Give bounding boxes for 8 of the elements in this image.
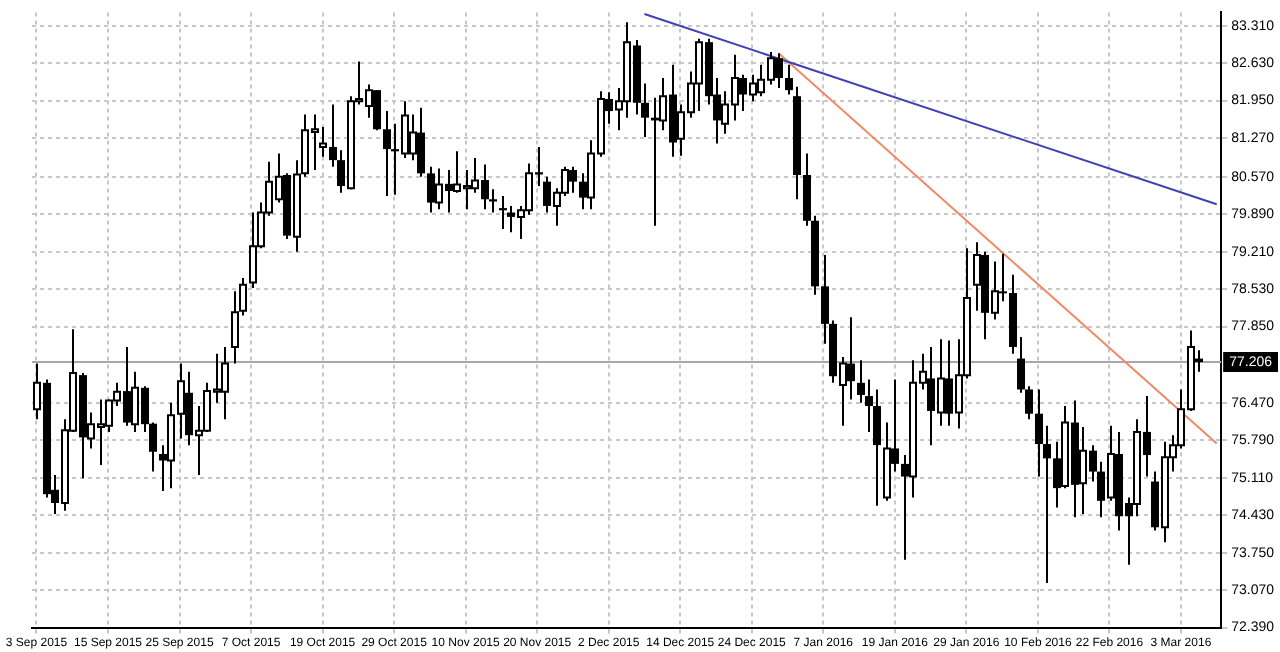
candlestick: [383, 110, 391, 197]
candlestick: [417, 106, 425, 178]
candlestick: [569, 165, 577, 194]
candlestick: [775, 52, 783, 89]
candlestick: [873, 388, 881, 507]
candlestick: [427, 165, 435, 214]
candlestick: [373, 89, 381, 132]
candlestick: [847, 316, 855, 401]
